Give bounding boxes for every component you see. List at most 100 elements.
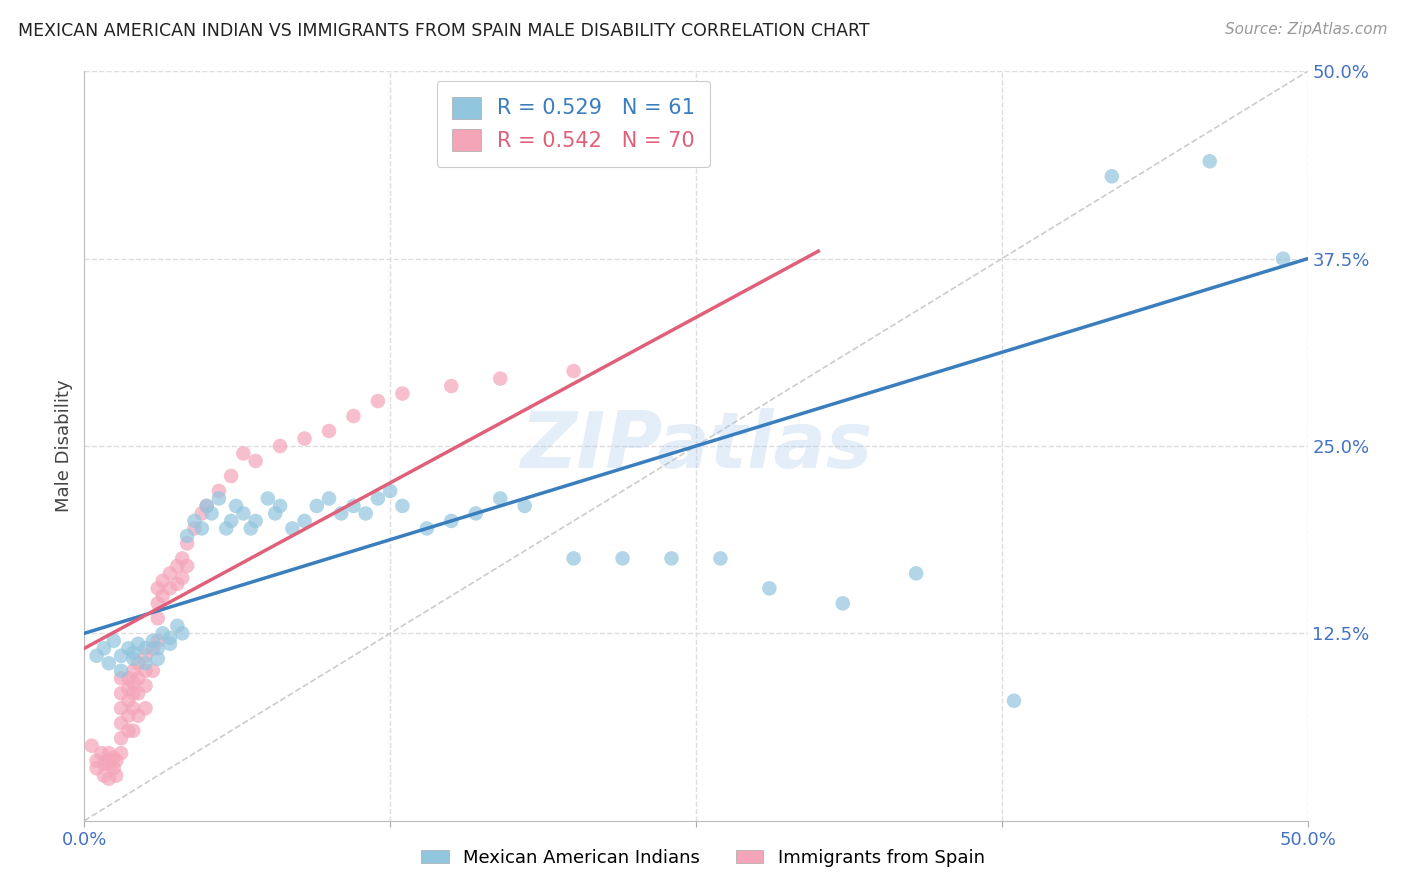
Point xyxy=(489,491,512,506)
Point xyxy=(110,671,132,685)
Point xyxy=(342,409,364,423)
Point xyxy=(127,657,149,671)
Point xyxy=(122,723,145,738)
Point xyxy=(122,686,145,700)
Point xyxy=(127,637,149,651)
Point xyxy=(1002,694,1025,708)
Point xyxy=(191,507,214,521)
Point xyxy=(105,769,128,783)
Point xyxy=(90,746,112,760)
Point xyxy=(225,499,247,513)
Point xyxy=(103,761,125,775)
Point xyxy=(159,637,181,651)
Point xyxy=(269,499,291,513)
Point xyxy=(127,708,149,723)
Point xyxy=(219,514,242,528)
Point xyxy=(215,521,238,535)
Point xyxy=(146,641,169,656)
Point xyxy=(245,514,267,528)
Point xyxy=(758,582,780,596)
Point xyxy=(152,574,174,588)
Text: Source: ZipAtlas.com: Source: ZipAtlas.com xyxy=(1225,22,1388,37)
Point xyxy=(464,507,486,521)
Point xyxy=(208,491,231,506)
Point xyxy=(176,558,198,573)
Point xyxy=(97,746,120,760)
Text: MEXICAN AMERICAN INDIAN VS IMMIGRANTS FROM SPAIN MALE DISABILITY CORRELATION CHA: MEXICAN AMERICAN INDIAN VS IMMIGRANTS FR… xyxy=(18,22,870,40)
Point xyxy=(367,394,389,409)
Point xyxy=(110,648,132,663)
Point xyxy=(152,626,174,640)
Point xyxy=(208,483,231,498)
Point xyxy=(110,701,132,715)
Point xyxy=(93,756,115,771)
Point xyxy=(86,648,108,663)
Point xyxy=(110,731,132,746)
Point xyxy=(152,589,174,603)
Point xyxy=(440,379,463,393)
Point xyxy=(172,551,194,566)
Point xyxy=(257,491,280,506)
Point xyxy=(122,646,145,660)
Point xyxy=(166,558,188,573)
Point xyxy=(562,551,585,566)
Point xyxy=(110,746,132,760)
Point xyxy=(661,551,683,566)
Point xyxy=(183,521,205,535)
Point xyxy=(110,664,132,678)
Point xyxy=(489,371,512,385)
Point xyxy=(232,446,254,460)
Point xyxy=(1101,169,1123,184)
Point xyxy=(342,499,364,513)
Point xyxy=(127,686,149,700)
Point xyxy=(294,514,316,528)
Point xyxy=(80,739,103,753)
Point xyxy=(142,633,165,648)
Point xyxy=(176,529,198,543)
Point xyxy=(172,571,194,585)
Point xyxy=(97,754,120,768)
Point xyxy=(135,679,157,693)
Point xyxy=(146,633,169,648)
Point xyxy=(219,469,242,483)
Point xyxy=(367,491,389,506)
Point xyxy=(318,424,340,438)
Point xyxy=(513,499,536,513)
Point xyxy=(1198,154,1220,169)
Point xyxy=(146,611,169,625)
Point xyxy=(117,681,139,696)
Point xyxy=(122,701,145,715)
Point xyxy=(166,619,188,633)
Point xyxy=(93,769,115,783)
Point xyxy=(142,664,165,678)
Point xyxy=(294,432,316,446)
Point xyxy=(127,671,149,685)
Point xyxy=(117,694,139,708)
Point xyxy=(135,648,157,663)
Point xyxy=(905,566,928,581)
Point xyxy=(1272,252,1295,266)
Point xyxy=(305,499,328,513)
Point xyxy=(146,596,169,610)
Point xyxy=(117,723,139,738)
Point xyxy=(159,582,181,596)
Point xyxy=(239,521,262,535)
Point xyxy=(159,631,181,645)
Point xyxy=(416,521,439,535)
Point xyxy=(103,750,125,764)
Point xyxy=(232,507,254,521)
Point xyxy=(269,439,291,453)
Point xyxy=(709,551,731,566)
Point xyxy=(200,507,222,521)
Point xyxy=(562,364,585,378)
Point xyxy=(117,641,139,656)
Point xyxy=(391,386,413,401)
Point xyxy=(159,566,181,581)
Point xyxy=(166,577,188,591)
Point xyxy=(281,521,304,535)
Point xyxy=(146,582,169,596)
Point xyxy=(135,701,157,715)
Point xyxy=(97,657,120,671)
Point xyxy=(191,521,214,535)
Point xyxy=(97,772,120,786)
